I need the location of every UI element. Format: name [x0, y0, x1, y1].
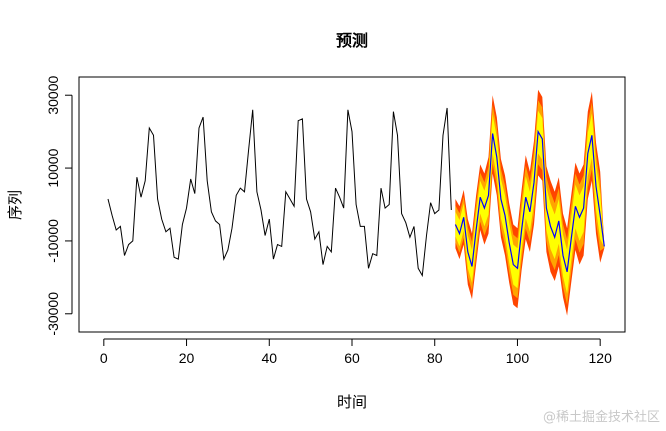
forecast-bands: [455, 89, 605, 316]
y-axis-title: 序列: [6, 190, 24, 220]
x-tick-label: 60: [344, 350, 360, 366]
y-tick-label: 30000: [45, 76, 61, 115]
x-axis-title: 时间: [337, 393, 367, 411]
y-axis: -30000 -10000 10000 30000: [45, 76, 73, 336]
forecast-band-inner: [455, 110, 605, 294]
y-tick-label: -10000: [45, 219, 61, 263]
chart-title: 预测: [336, 31, 368, 50]
x-tick-label: 100: [506, 350, 530, 366]
x-tick-label: 120: [589, 350, 613, 366]
series-line-history: [107, 107, 452, 278]
plot-frame: [78, 76, 626, 333]
y-tick-label: 10000: [45, 148, 61, 187]
x-tick-label: 20: [179, 350, 195, 366]
y-tick-label: -30000: [45, 292, 61, 336]
x-tick-label: 40: [261, 350, 277, 366]
x-axis: 0 20 40 60 80 100 120: [100, 338, 613, 366]
series-lines: [107, 107, 605, 278]
x-tick-label: 80: [427, 350, 443, 366]
x-tick-label: 0: [100, 350, 108, 366]
watermark: @稀土掘金技术社区: [542, 410, 660, 425]
series-line-forecast: [454, 129, 605, 273]
